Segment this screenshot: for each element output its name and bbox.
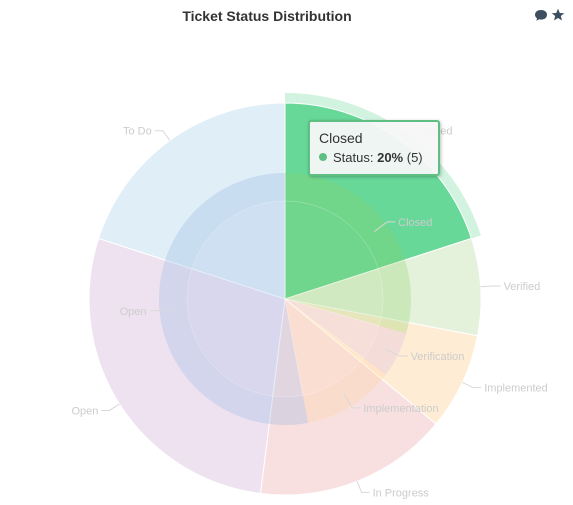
outer-verified-connector	[480, 285, 501, 288]
outer-slice-open	[88, 237, 286, 495]
toolbar	[534, 8, 565, 22]
inner-slice-halo-verification	[363, 325, 407, 375]
tooltip: Closed Status: 20% (5)	[308, 120, 440, 176]
tooltip-series: Status	[333, 150, 370, 165]
inner-slice-closed	[284, 200, 384, 327]
inner-ring	[159, 173, 412, 425]
inner-open-label: Open	[120, 306, 147, 318]
outer-in-progress-label: In Progress	[373, 487, 430, 499]
outer-slice-verified	[284, 237, 482, 337]
inner-verification-label: Verification	[411, 351, 465, 363]
outer-implemented-connector	[462, 382, 482, 389]
outer-slice-implemented	[284, 298, 479, 425]
outer-to-do-label: To Do	[123, 126, 152, 138]
outer-slice-to-do	[97, 102, 286, 300]
chart-title: Ticket Status Distribution	[182, 8, 352, 24]
tooltip-dot	[319, 153, 327, 161]
inner-open-connector	[149, 308, 174, 312]
inner-slice-halo-implementation	[303, 358, 386, 423]
tooltip-title: Closed	[319, 130, 363, 146]
outer-open-connector	[101, 403, 120, 411]
outer-verified-label: Verified	[504, 281, 541, 293]
inner-closed-label: Closed	[398, 217, 432, 229]
inner-implementation-connector	[343, 393, 361, 409]
outer-to-do-connector	[154, 130, 171, 141]
inner-slice-halo-open	[159, 173, 309, 425]
inner-slice-halo-closed	[285, 173, 412, 334]
inner-slice-open	[186, 200, 304, 398]
tooltip-percent: 20%	[377, 150, 404, 165]
inner-slice-implementation	[284, 298, 364, 396]
tooltip-row: Status: 20% (5)	[319, 150, 429, 165]
outer-in-progress-connector	[356, 481, 370, 493]
outer-open-label: Open	[71, 405, 98, 417]
comment-icon[interactable]	[534, 8, 548, 22]
outer-slice-in-progress	[259, 298, 437, 496]
outer-implemented-label: Implemented	[484, 383, 548, 395]
inner-verification-connector	[385, 348, 408, 357]
inner-closed-connector	[374, 221, 396, 232]
tooltip-count: (5)	[406, 150, 423, 165]
star-icon[interactable]	[551, 8, 565, 22]
inner-implementation-label: Implementation	[363, 403, 438, 415]
inner-slice-verification	[284, 298, 380, 359]
